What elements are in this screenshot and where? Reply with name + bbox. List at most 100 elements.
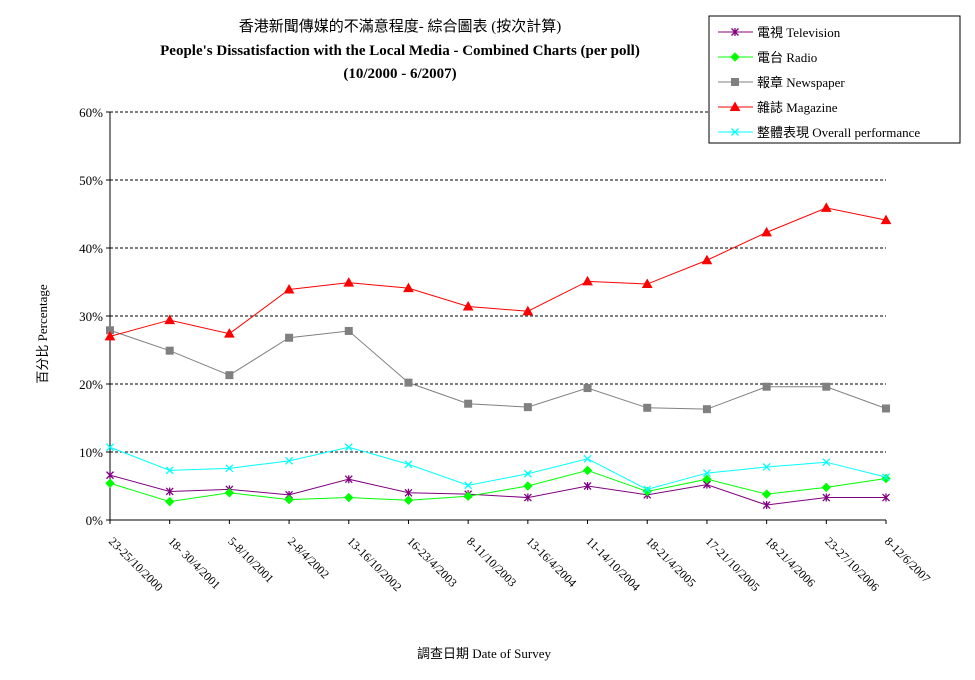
data-point xyxy=(104,330,116,341)
data-point xyxy=(344,326,353,335)
data-point xyxy=(404,488,413,497)
x-tick-label: 11-14/10/2004 xyxy=(583,534,643,594)
series-line xyxy=(109,469,887,503)
data-point xyxy=(882,473,890,482)
series-1 xyxy=(105,465,891,507)
data-point xyxy=(729,101,741,111)
data-point xyxy=(285,456,294,465)
data-point xyxy=(643,485,652,494)
data-point xyxy=(404,378,413,387)
data-point xyxy=(762,501,771,510)
data-point xyxy=(523,493,532,502)
data-point xyxy=(642,486,652,497)
data-point xyxy=(881,473,891,484)
x-tick-label: 18-21/4/2005 xyxy=(643,534,699,590)
series-0 xyxy=(106,471,890,510)
data-point xyxy=(821,482,832,493)
legend-box xyxy=(708,15,961,144)
y-tick-label: 10% xyxy=(79,445,103,460)
chart-title: 香港新聞傳媒的不滿意程度- 綜合圖表 (按次計算) xyxy=(239,17,562,35)
x-tick-label: 13-16/4/2004 xyxy=(524,534,580,590)
x-tick-label: 8-12/6/2007 xyxy=(882,534,933,585)
data-point xyxy=(820,202,832,212)
y-tick-label: 60% xyxy=(79,105,103,120)
data-point xyxy=(164,496,175,507)
x-tick-label: 23-27/10/2006 xyxy=(822,534,882,594)
x-tick-label: 23-25/10/2000 xyxy=(106,534,166,594)
data-point xyxy=(582,275,593,286)
legend-label: 電台 Radio xyxy=(757,50,817,65)
data-point xyxy=(225,464,234,473)
data-point xyxy=(583,384,592,393)
data-point xyxy=(284,494,294,505)
data-point xyxy=(702,474,712,484)
x-axis-label: 調查日期 Date of Survey xyxy=(417,646,551,661)
x-tick-label: 2-8/4/2002 xyxy=(285,534,332,581)
series-layer xyxy=(104,202,892,510)
y-tick-label: 40% xyxy=(79,241,103,256)
grid-lines xyxy=(110,111,886,453)
data-point xyxy=(643,403,652,412)
series-2 xyxy=(106,326,890,414)
legend-label: 電視 Television xyxy=(757,25,841,40)
y-tick-label: 50% xyxy=(79,173,103,188)
data-point xyxy=(522,305,534,316)
legend-label: 雜誌 Magazine xyxy=(757,100,838,115)
data-point xyxy=(582,465,593,476)
legend-item: 整體表現 Overall performance xyxy=(718,125,920,140)
series-line xyxy=(109,474,886,506)
chart-period: (10/2000 - 6/2007) xyxy=(343,66,456,82)
legend: 電視 Television 電台 Radio 報章 Newspaper 雜誌 Maga… xyxy=(708,15,961,144)
data-point xyxy=(344,443,353,452)
y-tick-label: 0% xyxy=(86,513,104,528)
data-point xyxy=(403,495,414,505)
data-point xyxy=(702,405,711,414)
x-tick-label: 17-21/10/2005 xyxy=(703,534,763,594)
data-point xyxy=(105,478,115,488)
data-point xyxy=(761,226,772,237)
data-point xyxy=(285,333,294,342)
data-point xyxy=(343,277,355,287)
data-point xyxy=(822,493,831,502)
data-point xyxy=(225,371,234,380)
data-point xyxy=(462,300,474,311)
legend-item: 電台 Radio xyxy=(718,50,817,65)
x-tick-label: 13-16/10/2002 xyxy=(345,534,405,594)
data-point xyxy=(583,482,592,490)
data-point xyxy=(822,458,831,467)
data-point xyxy=(464,481,473,490)
data-point xyxy=(583,454,592,463)
axes xyxy=(109,112,886,521)
data-point xyxy=(882,493,890,502)
data-point xyxy=(165,466,174,475)
y-axis-ticks: 0% 10% 20% 30% 40% 50% 60% xyxy=(79,105,110,528)
x-axis-ticks: 23-25/10/2000 18- 30/4/2001 5-8/10/2001 2-8… xyxy=(106,520,933,594)
data-point xyxy=(701,254,713,265)
data-point xyxy=(731,128,739,136)
data-point xyxy=(730,52,740,62)
data-point xyxy=(822,382,831,391)
data-point xyxy=(165,346,174,355)
data-point xyxy=(463,491,473,501)
x-tick-label: 8-11/10/2003 xyxy=(464,534,519,589)
series-4 xyxy=(106,443,890,494)
data-point xyxy=(762,382,771,391)
data-point xyxy=(761,489,772,499)
x-tick-label: 5-8/10/2001 xyxy=(225,534,276,585)
data-point xyxy=(344,492,354,503)
data-point xyxy=(882,404,890,413)
data-point xyxy=(106,471,114,480)
y-axis-label: 百分比 Percentage xyxy=(35,284,50,384)
data-point xyxy=(344,475,353,484)
data-point xyxy=(523,403,532,412)
x-tick-label: 18-21/4/2006 xyxy=(762,534,818,590)
data-point xyxy=(731,78,739,86)
data-point xyxy=(403,282,414,293)
data-point xyxy=(164,314,176,325)
data-point xyxy=(283,283,295,294)
data-point xyxy=(880,214,892,225)
x-tick-label: 18- 30/4/2001 xyxy=(166,534,224,592)
data-point xyxy=(464,399,473,408)
legend-item: 電視 Television xyxy=(718,25,841,40)
